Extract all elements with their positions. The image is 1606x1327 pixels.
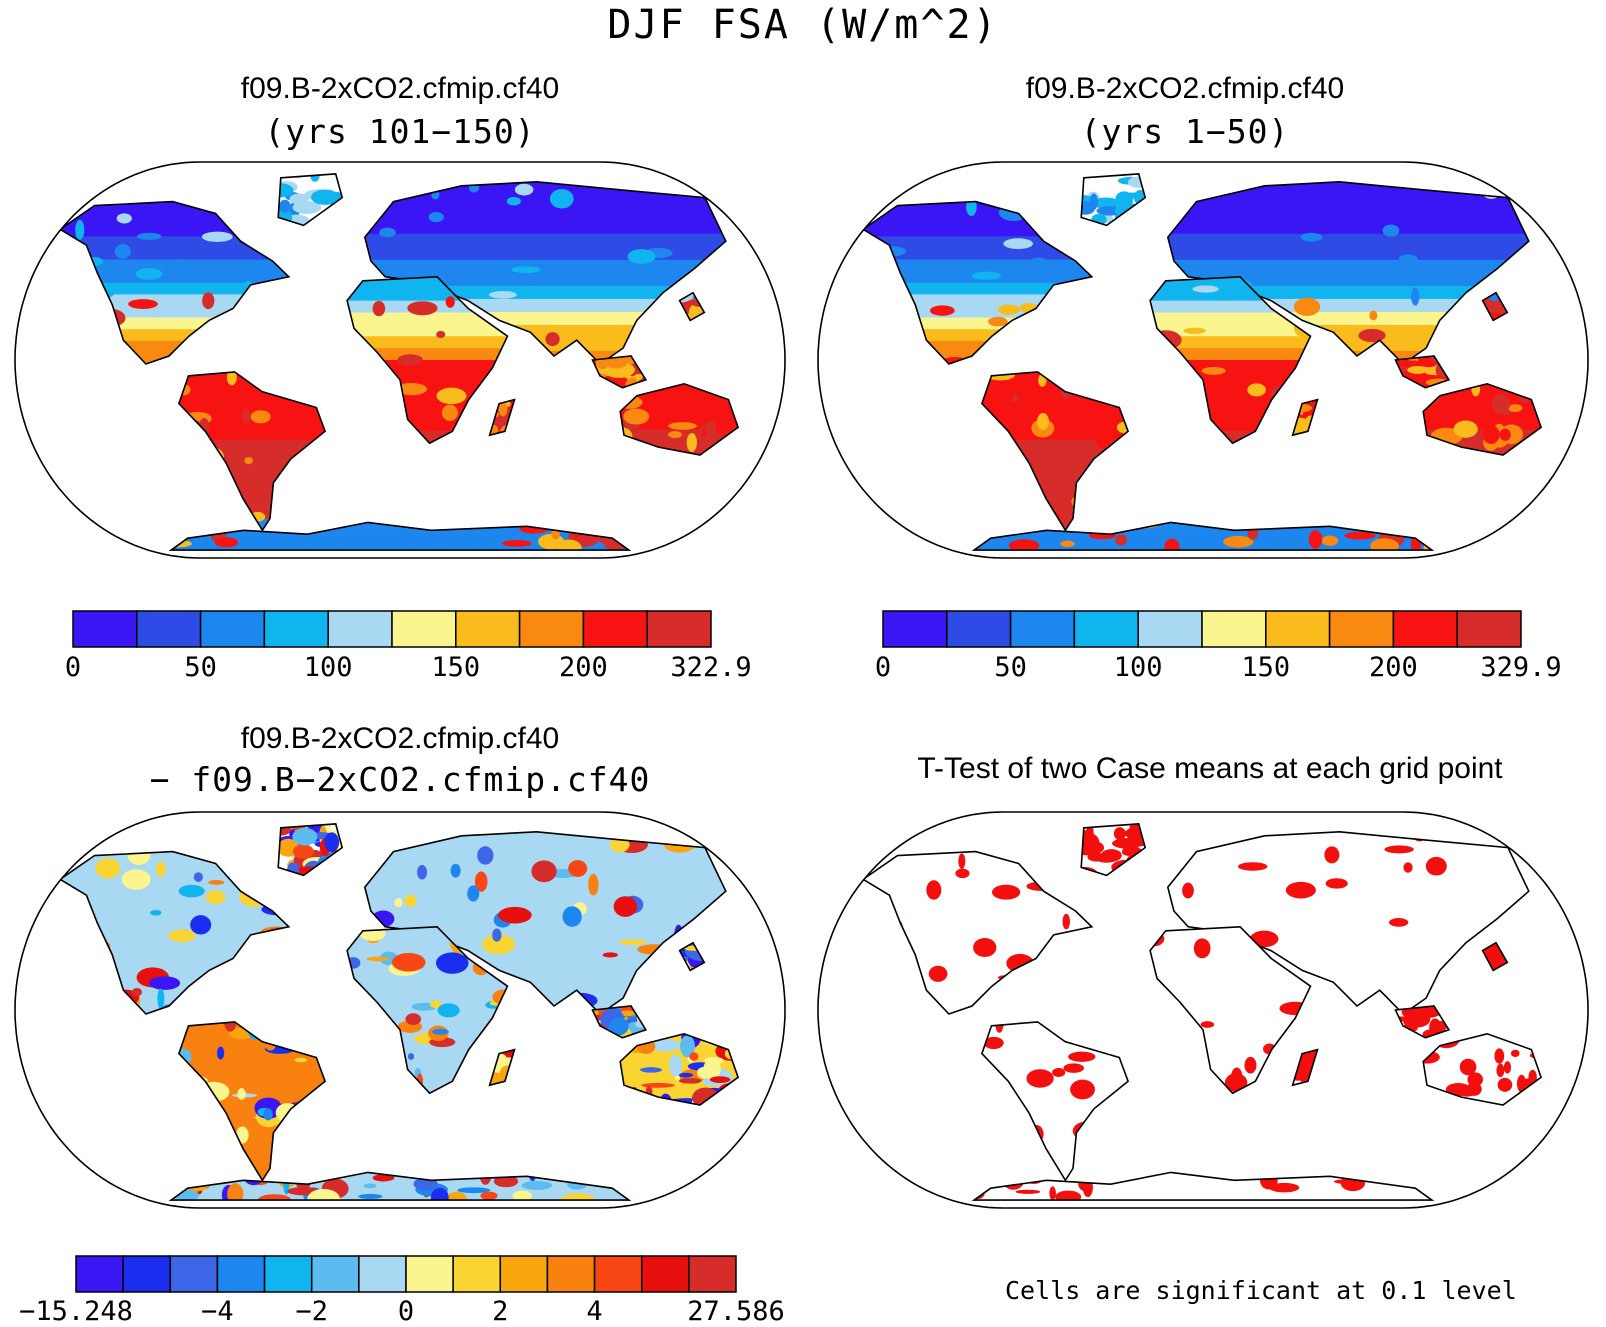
colorbar-swatch	[1009, 610, 1076, 648]
colorbar-swatch	[122, 1255, 172, 1293]
colorbar-swatch	[1137, 610, 1203, 648]
colorbar-tick-label: −4	[201, 1296, 234, 1327]
colorbar-tick-label: 2	[492, 1296, 509, 1327]
colorbar-swatch	[1328, 610, 1395, 648]
panel-case2-subtitle: (yrs 1−50)	[1080, 112, 1290, 151]
colorbar-difference-ticks: −15.248 −4 −2 0 2 4 27.586	[19, 1296, 785, 1327]
colorbar-swatch	[358, 1255, 407, 1293]
colorbar-swatch	[327, 610, 393, 648]
colorbar-tick-label: 150	[431, 652, 481, 683]
colorbar-difference	[75, 1255, 737, 1293]
colorbar-swatch	[452, 1255, 502, 1293]
colorbar-tick-label: 322.9	[670, 652, 752, 683]
significance-note: Cells are significant at 0.1 level	[1005, 1276, 1517, 1305]
colorbar-tick-label: −15.248	[19, 1296, 133, 1327]
panel-case1-subtitle: (yrs 101−150)	[264, 112, 536, 151]
colorbar-swatch	[582, 610, 648, 648]
colorbar-tick-label: 50	[184, 652, 217, 683]
globe-outline	[817, 161, 1589, 559]
colorbar-tick-label: 27.586	[687, 1296, 785, 1327]
colorbar-swatch	[1392, 610, 1458, 648]
colorbar-tick-label: 0	[64, 652, 82, 683]
colorbar-swatch	[882, 610, 948, 648]
globe-outline	[14, 161, 786, 559]
colorbar-swatch	[1265, 610, 1331, 648]
colorbar-swatch	[546, 1255, 596, 1293]
colorbar-case1	[72, 610, 712, 648]
colorbar-swatch	[1073, 610, 1139, 648]
landmass-seasia	[591, 355, 648, 389]
colorbar-swatch	[499, 1255, 549, 1293]
colorbar-swatch	[216, 1255, 266, 1293]
colorbar-swatch	[640, 1255, 690, 1293]
panel-difference-subtitle: − f09.B−2xCO2.cfmip.cf40	[149, 760, 651, 799]
globe-outline	[817, 811, 1589, 1209]
colorbar-tick-label: 100	[303, 652, 353, 683]
colorbar-swatch	[263, 610, 329, 648]
colorbar-case2	[882, 610, 1522, 648]
colorbar-tick-label: 0	[397, 1296, 415, 1327]
colorbar-swatch	[263, 1255, 313, 1293]
panel-ttest-title: T-Test of two Case means at each grid po…	[917, 752, 1503, 785]
colorbar-tick-label: 200	[559, 652, 608, 683]
map-difference	[14, 811, 786, 1209]
colorbar-swatch	[688, 1255, 737, 1293]
colorbar-swatch	[455, 610, 521, 648]
colorbar-swatch	[310, 1255, 360, 1293]
colorbar-case2-ticks: 0 50 100 150 200 329.9	[875, 652, 1562, 686]
panel-case1-title: f09.B-2xCO2.cfmip.cf40	[240, 72, 560, 105]
map-case1	[14, 161, 786, 559]
colorbar-swatch	[518, 610, 585, 648]
colorbar-tick-label: 200	[1369, 652, 1418, 683]
colorbar-tick-label: 4	[586, 1296, 603, 1327]
colorbar-swatch	[946, 610, 1012, 648]
map-ttest	[817, 811, 1589, 1209]
colorbar-swatch	[593, 1255, 643, 1293]
panel-difference-title: f09.B-2xCO2.cfmip.cf40	[240, 722, 560, 755]
colorbar-swatch	[75, 1255, 124, 1293]
colorbar-swatch	[405, 1255, 454, 1293]
colorbar-swatch	[646, 610, 712, 648]
colorbar-tick-label: −2	[295, 1296, 328, 1327]
colorbar-tick-label: 329.9	[1480, 652, 1562, 683]
colorbar-tick-label: 50	[994, 652, 1027, 683]
colorbar-swatch	[199, 610, 266, 648]
colorbar-swatch	[72, 610, 138, 648]
colorbar-swatch	[1456, 610, 1522, 648]
colorbar-tick-label: 100	[1113, 652, 1163, 683]
colorbar-swatch	[391, 610, 457, 648]
colorbar-case1-ticks: 0 50 100 150 200 322.9	[65, 652, 752, 686]
colorbar-tick-label: 0	[874, 652, 892, 683]
colorbar-swatch	[169, 1255, 219, 1293]
colorbar-swatch	[1201, 610, 1267, 648]
colorbar-tick-label: 150	[1241, 652, 1291, 683]
panel-case2-title: f09.B-2xCO2.cfmip.cf40	[1025, 72, 1345, 105]
colorbar-swatch	[136, 610, 202, 648]
figure-title: DJF FSA (W/m^2)	[607, 2, 999, 48]
map-case2	[817, 161, 1589, 559]
globe-outline	[14, 811, 786, 1209]
